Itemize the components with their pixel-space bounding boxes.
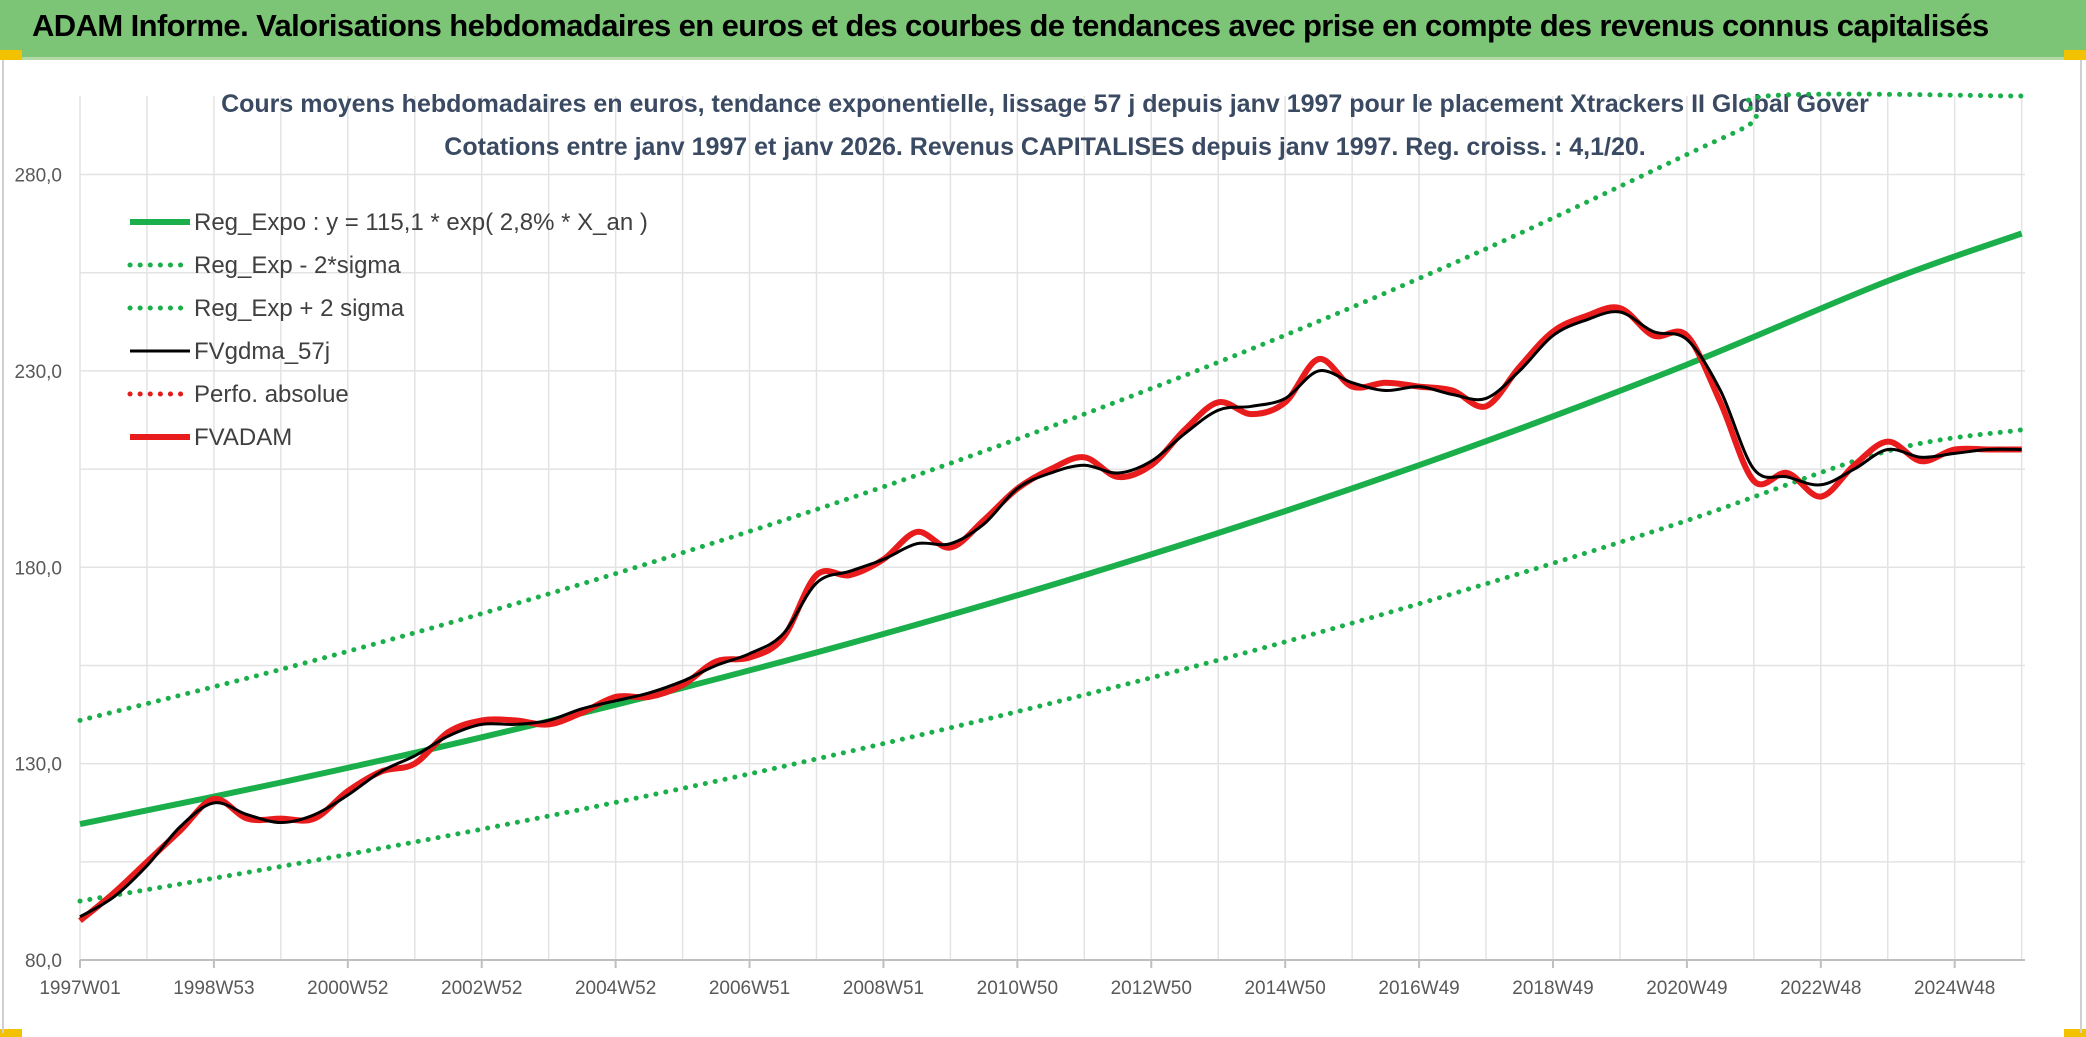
y-tick-label: 230,0 xyxy=(14,362,62,383)
legend-label: Reg_Expo : y = 115,1 * exp( 2,8% * X_an … xyxy=(194,209,648,236)
y-tick-label: 130,0 xyxy=(14,755,62,776)
corner-decoration xyxy=(0,50,22,60)
x-tick-label: 2022W48 xyxy=(1780,978,1861,999)
legend-label: Perfo. absolue xyxy=(194,381,349,408)
series-line-0 xyxy=(79,230,2023,828)
x-tick-label: 2024W48 xyxy=(1914,978,1995,999)
x-tick-label: 2018W49 xyxy=(1512,978,1593,999)
x-tick-label: 2020W49 xyxy=(1646,978,1727,999)
x-tick-label: 1998W53 xyxy=(173,978,254,999)
corner-decoration xyxy=(2064,50,2086,60)
x-tick-label: 2010W50 xyxy=(977,978,1058,999)
chart-grid xyxy=(79,96,2025,961)
x-tick-label: 2012W50 xyxy=(1111,978,1192,999)
x-tick-label: 2008W51 xyxy=(843,978,924,999)
x-tick-label: 2006W51 xyxy=(709,978,790,999)
report-header: ADAM Informe. Valorisations hebdomadaire… xyxy=(0,0,2086,60)
series-layer xyxy=(77,91,2025,924)
legend-label: FVgdma_57j xyxy=(194,338,330,365)
legend-label: Reg_Exp + 2 sigma xyxy=(194,295,405,322)
chart-title-line2: Cotations entre janv 1997 et janv 2026. … xyxy=(444,133,1645,161)
y-tick-label: 80,0 xyxy=(25,951,62,972)
report-title: ADAM Informe. Valorisations hebdomadaire… xyxy=(32,8,1989,43)
y-tick-label: 180,0 xyxy=(14,558,62,579)
legend-label: Reg_Exp - 2*sigma xyxy=(194,252,401,279)
chart-title-line1: Cours moyens hebdomadaires en euros, ten… xyxy=(221,90,1869,118)
x-tick-label: 2002W52 xyxy=(441,978,522,999)
legend: Reg_Expo : y = 115,1 * exp( 2,8% * X_an … xyxy=(127,209,648,451)
corner-decoration xyxy=(0,1029,22,1037)
corner-decoration xyxy=(2064,1029,2086,1037)
x-tick-label: 2004W52 xyxy=(575,978,656,999)
axis-ticks: 80,0 130,0 180,0 230,0 280,0 1997W01 1998W53 20… xyxy=(14,166,1995,999)
series-line-2 xyxy=(77,91,2025,723)
x-tick-label: 2014W50 xyxy=(1244,978,1325,999)
series-line-1 xyxy=(77,427,2025,904)
series-line-5 xyxy=(78,304,2022,924)
x-tick-label: 2000W52 xyxy=(307,978,388,999)
legend-label: FVADAM xyxy=(194,424,292,451)
y-tick-label: 280,0 xyxy=(14,166,62,187)
x-tick-label: 1997W01 xyxy=(39,978,120,999)
chart-frame xyxy=(2,60,2082,1033)
series-line-3 xyxy=(79,310,2022,919)
x-tick-label: 2016W49 xyxy=(1378,978,1459,999)
